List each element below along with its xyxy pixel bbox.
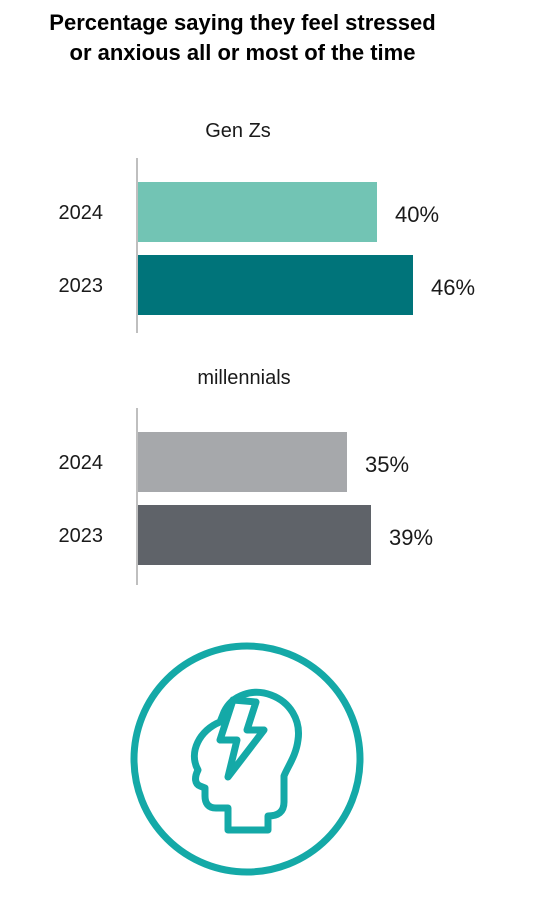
data-label: 40% [395,202,439,227]
chart-panel-millennials: millennials 2024 35% 2023 39% [59,367,433,585]
group-label: Gen Zs [205,120,271,142]
stressed-head-lightning-icon [128,640,366,878]
year-label: 2023 [59,525,104,547]
chart-title-line-1: Percentage saying they feel stressed [49,10,436,35]
year-label: 2024 [59,202,104,224]
data-label: 46% [431,275,475,300]
bar [137,432,347,492]
bar [137,255,413,315]
bar [137,505,371,565]
chart-title: Percentage saying they feel stressed or … [0,8,485,68]
bar [137,182,377,242]
data-label: 35% [365,452,409,477]
year-label: 2024 [59,452,104,474]
data-label: 39% [389,525,433,550]
chart-title-line-2: or anxious all or most of the time [69,40,416,65]
year-label: 2023 [59,275,104,297]
group-label: millennials [197,367,290,389]
chart-panel-gen-z: Gen Zs 2024 40% 2023 46% [59,120,475,333]
